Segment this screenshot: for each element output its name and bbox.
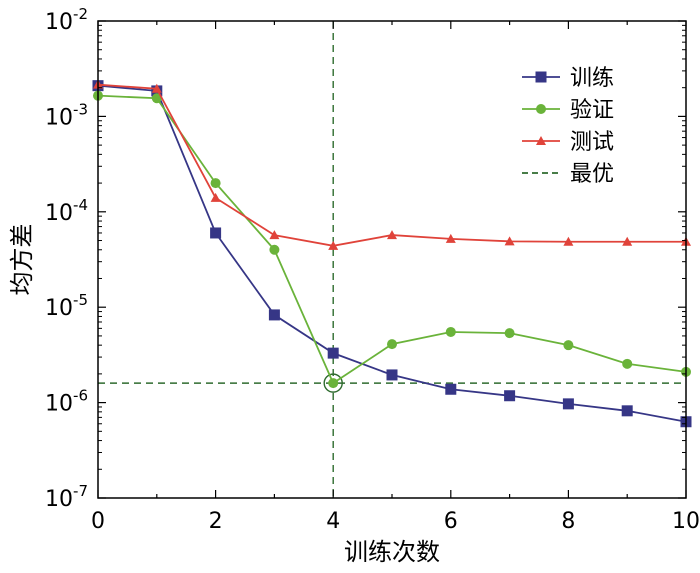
data-point bbox=[387, 339, 397, 350]
data-point bbox=[328, 240, 339, 250]
legend-label: 测试 bbox=[570, 130, 614, 155]
legend-label: 训练 bbox=[570, 66, 614, 91]
x-tick-label: 0 bbox=[91, 509, 105, 534]
data-point bbox=[504, 390, 516, 402]
data-point bbox=[268, 309, 280, 321]
data-point bbox=[562, 398, 574, 410]
data-point bbox=[504, 236, 515, 246]
y-tick-label: 10-6 bbox=[45, 387, 88, 417]
data-point bbox=[210, 178, 221, 189]
legend-marker bbox=[535, 71, 547, 83]
data-point bbox=[151, 93, 162, 104]
data-point bbox=[210, 227, 222, 239]
x-tick-label: 8 bbox=[561, 509, 575, 534]
legend-marker bbox=[536, 136, 546, 145]
data-point bbox=[621, 405, 633, 417]
data-point bbox=[386, 369, 398, 381]
data-point bbox=[327, 347, 339, 359]
x-tick-label: 2 bbox=[209, 509, 223, 534]
y-tick-label: 10-7 bbox=[45, 482, 88, 512]
x-tick-label: 10 bbox=[672, 509, 700, 534]
plot-frame bbox=[97, 20, 687, 499]
x-tick-label: 6 bbox=[444, 509, 458, 534]
legend-marker bbox=[536, 104, 546, 114]
y-tick-label: 10-5 bbox=[45, 291, 88, 321]
data-point bbox=[445, 383, 457, 395]
data-point bbox=[387, 230, 397, 240]
series-triangle bbox=[93, 79, 691, 250]
data-point bbox=[622, 236, 633, 246]
x-axis-title: 训练次数 bbox=[344, 538, 440, 566]
data-point bbox=[504, 328, 515, 339]
data-point bbox=[269, 230, 280, 240]
y-tick-label: 10-2 bbox=[45, 5, 88, 35]
y-tick-label: 10-4 bbox=[45, 196, 88, 226]
best-point-circle bbox=[323, 373, 343, 393]
x-tick-label: 4 bbox=[326, 509, 340, 534]
series-circle bbox=[93, 90, 691, 389]
legend-label: 最优 bbox=[570, 162, 614, 187]
data-point bbox=[328, 378, 339, 389]
data-point bbox=[622, 358, 633, 369]
legend-label: 验证 bbox=[570, 98, 614, 123]
data-point bbox=[563, 236, 574, 246]
data-point bbox=[445, 233, 456, 243]
y-tick-label: 10-3 bbox=[45, 100, 88, 130]
data-point bbox=[445, 326, 456, 337]
data-point bbox=[210, 192, 221, 202]
y-axis-title: 均方差 bbox=[8, 224, 36, 296]
data-point bbox=[151, 83, 162, 93]
data-point bbox=[563, 340, 574, 351]
data-point bbox=[269, 244, 280, 255]
